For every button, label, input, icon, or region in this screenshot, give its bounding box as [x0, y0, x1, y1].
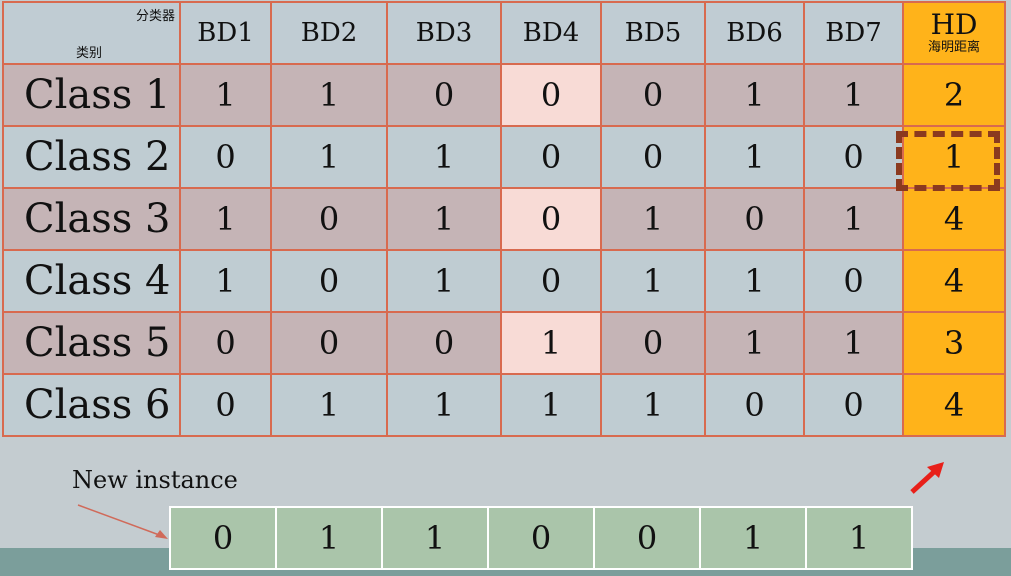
bit-cell: 1 — [500, 373, 602, 437]
bit-cell: 1 — [386, 249, 502, 313]
bit-cell: 0 — [803, 125, 904, 189]
pointer-arrowhead — [155, 530, 168, 539]
bit-cell: 0 — [179, 311, 272, 375]
red-arrow-line — [910, 468, 938, 494]
classifier-label: 分类器 — [135, 9, 175, 24]
bit-cell: 0 — [270, 311, 388, 375]
bit-cell: 0 — [803, 249, 904, 313]
instance-bit: 1 — [699, 506, 807, 570]
bit-cell: 0 — [179, 373, 272, 437]
bit-cell: 1 — [600, 249, 706, 313]
hd-cell: 3 — [902, 311, 1006, 375]
hd-cell: 4 — [902, 373, 1006, 437]
bit-cell: 0 — [270, 249, 388, 313]
hd-cell: 4 — [902, 187, 1006, 251]
bit-cell: 1 — [179, 249, 272, 313]
bit-cell: 0 — [600, 63, 706, 127]
bit-cell: 0 — [500, 187, 602, 251]
bit-cell: 1 — [270, 63, 388, 127]
column-header: BD5 — [600, 1, 706, 65]
column-header: BD7 — [803, 1, 904, 65]
instance-bit: 1 — [381, 506, 489, 570]
bit-cell: 1 — [500, 311, 602, 375]
instance-bit: 0 — [487, 506, 595, 570]
category-label: 类别 — [76, 46, 103, 61]
class-label: Class 1 — [2, 63, 181, 127]
bit-cell: 1 — [600, 373, 706, 437]
bit-cell: 0 — [386, 311, 502, 375]
column-header: BD1 — [179, 1, 272, 65]
bit-cell: 0 — [704, 373, 805, 437]
bit-cell: 1 — [270, 373, 388, 437]
column-header: BD2 — [270, 1, 388, 65]
instance-bit: 0 — [169, 506, 277, 570]
bit-cell: 1 — [386, 373, 502, 437]
bit-cell: 1 — [803, 187, 904, 251]
hd-column-header: HD 海明距离 — [902, 1, 1006, 65]
hd-cell: 2 — [902, 63, 1006, 127]
bit-cell: 1 — [270, 125, 388, 189]
table-row: Class 6 0 1 1 1 1 0 0 4 — [2, 373, 1006, 437]
bit-cell: 0 — [270, 187, 388, 251]
table-row: Class 4 1 0 1 0 1 1 0 4 — [2, 249, 1006, 313]
new-instance-label: New instance — [72, 466, 238, 494]
class-label: Class 3 — [2, 187, 181, 251]
table-row: Class 5 0 0 0 1 0 1 1 3 — [2, 311, 1006, 375]
bit-cell: 1 — [803, 311, 904, 375]
pointer-line — [77, 504, 163, 537]
hd-cell: 4 — [902, 249, 1006, 313]
red-arrowhead — [927, 462, 944, 478]
new-instance-codeword: 0 1 1 0 0 1 1 — [169, 506, 913, 570]
bit-cell: 1 — [386, 187, 502, 251]
table-row: Class 1 1 1 0 0 0 1 1 2 — [2, 63, 1006, 127]
codeword-table: 分类器 类别 BD1 BD2 BD3 BD4 BD5 BD6 BD7 HD 海明… — [2, 1, 1006, 437]
bit-cell: 1 — [704, 125, 805, 189]
instance-bit: 0 — [593, 506, 701, 570]
bit-cell: 0 — [386, 63, 502, 127]
class-label: Class 2 — [2, 125, 181, 189]
instance-bit: 1 — [275, 506, 383, 570]
table-row: Class 3 1 0 1 0 1 0 1 4 — [2, 187, 1006, 251]
column-header: BD6 — [704, 1, 805, 65]
hd-subtitle: 海明距离 — [927, 40, 980, 56]
class-label: Class 4 — [2, 249, 181, 313]
bit-cell: 0 — [803, 373, 904, 437]
bit-cell: 0 — [600, 311, 706, 375]
bit-cell: 0 — [500, 63, 602, 127]
bit-cell: 0 — [500, 125, 602, 189]
bit-cell: 0 — [600, 125, 706, 189]
corner-cell: 分类器 类别 — [2, 1, 181, 65]
header-row: 分类器 类别 BD1 BD2 BD3 BD4 BD5 BD6 BD7 HD 海明… — [2, 1, 1006, 65]
bit-cell: 1 — [704, 249, 805, 313]
column-header: BD4 — [500, 1, 602, 65]
class-label: Class 6 — [2, 373, 181, 437]
hd-title: HD — [930, 8, 978, 42]
bit-cell: 1 — [386, 125, 502, 189]
bit-cell: 0 — [179, 125, 272, 189]
class-label: Class 5 — [2, 311, 181, 375]
bit-cell: 1 — [179, 63, 272, 127]
instance-bit: 1 — [805, 506, 913, 570]
bit-cell: 1 — [704, 311, 805, 375]
bit-cell: 0 — [704, 187, 805, 251]
column-header: BD3 — [386, 1, 502, 65]
bit-cell: 1 — [600, 187, 706, 251]
bit-cell: 1 — [803, 63, 904, 127]
instance-row: 0 1 1 0 0 1 1 — [169, 506, 913, 570]
bit-cell: 1 — [704, 63, 805, 127]
table-row: Class 2 0 1 1 0 0 1 0 1 — [2, 125, 1006, 189]
bit-cell: 0 — [500, 249, 602, 313]
bit-cell: 1 — [179, 187, 272, 251]
min-distance-highlight — [896, 131, 1000, 191]
